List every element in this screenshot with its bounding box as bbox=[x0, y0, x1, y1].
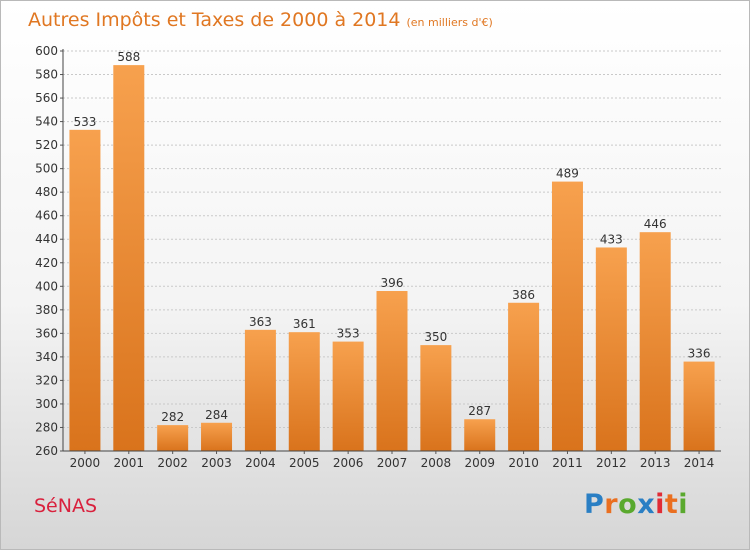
bar bbox=[113, 65, 145, 451]
logo-letter: i bbox=[678, 489, 689, 520]
data-label: 588 bbox=[117, 50, 140, 64]
data-label: 353 bbox=[337, 327, 360, 341]
x-tick-label: 2006 bbox=[333, 456, 364, 470]
bar bbox=[508, 302, 540, 451]
x-tick-label: 2005 bbox=[289, 456, 320, 470]
x-tick-label: 2001 bbox=[114, 456, 145, 470]
bar bbox=[69, 129, 101, 451]
x-tick-label: 2003 bbox=[201, 456, 232, 470]
y-tick-label: 280 bbox=[35, 420, 58, 434]
logo-letter: i bbox=[655, 489, 665, 520]
x-tick-label: 2000 bbox=[70, 456, 101, 470]
y-tick-label: 580 bbox=[35, 68, 58, 82]
data-label: 350 bbox=[424, 330, 447, 344]
y-tick-label: 400 bbox=[35, 279, 58, 293]
y-tick-label: 260 bbox=[35, 444, 58, 458]
bars: 533 588 282 284 363 361 353 396 350 287 386 489 433 4… bbox=[69, 50, 715, 451]
x-tick-label: 2014 bbox=[684, 456, 715, 470]
data-label: 287 bbox=[468, 404, 491, 418]
logo-letter: r bbox=[604, 489, 619, 520]
data-label: 489 bbox=[556, 167, 579, 181]
y-tick-label: 340 bbox=[35, 350, 58, 364]
data-label: 363 bbox=[249, 315, 272, 329]
proxiti-logo[interactable]: Proxiti bbox=[584, 489, 688, 520]
town-name: SéNAS bbox=[34, 495, 98, 517]
y-tick-label: 480 bbox=[35, 185, 58, 199]
y-tick-label: 500 bbox=[35, 162, 58, 176]
data-label: 386 bbox=[512, 288, 535, 302]
y-tick-label: 600 bbox=[35, 44, 58, 58]
y-tick-label: 300 bbox=[35, 397, 58, 411]
x-tick-label: 2011 bbox=[552, 456, 583, 470]
data-label: 433 bbox=[600, 232, 623, 246]
x-tick-label: 2013 bbox=[640, 456, 671, 470]
data-label: 396 bbox=[381, 276, 404, 290]
unit-label: (en milliers d'€) bbox=[406, 16, 493, 29]
x-tick-label: 2004 bbox=[245, 456, 276, 470]
y-tick-label: 420 bbox=[35, 256, 58, 270]
axes: 260 280 300 320 340 360 380 400 420 440 460 480 500 5… bbox=[35, 44, 721, 470]
chart-title: Autres Impôts et Taxes de 2000 à 2014 (en… bbox=[28, 9, 493, 31]
bar bbox=[551, 181, 583, 451]
bar bbox=[201, 422, 233, 451]
x-tick-label: 2007 bbox=[377, 456, 408, 470]
bar bbox=[332, 341, 364, 451]
logo-letter: t bbox=[664, 489, 679, 520]
y-tick-label: 560 bbox=[35, 91, 58, 105]
x-tick-label: 2012 bbox=[596, 456, 627, 470]
x-tick-label: 2009 bbox=[464, 456, 495, 470]
data-label: 284 bbox=[205, 408, 228, 422]
bar bbox=[157, 425, 189, 451]
logo-letter: P bbox=[584, 489, 605, 520]
y-tick-label: 360 bbox=[35, 326, 58, 340]
bar bbox=[288, 332, 320, 451]
y-tick-label: 380 bbox=[35, 303, 58, 317]
bar bbox=[420, 345, 452, 451]
x-tick-label: 2008 bbox=[421, 456, 452, 470]
bar bbox=[683, 361, 715, 451]
data-label: 282 bbox=[161, 410, 184, 424]
bar bbox=[464, 419, 496, 451]
x-tick-label: 2002 bbox=[157, 456, 188, 470]
bar bbox=[244, 329, 276, 451]
logo-letter: o bbox=[618, 489, 638, 520]
y-tick-label: 320 bbox=[35, 373, 58, 387]
data-label: 336 bbox=[688, 347, 711, 361]
y-tick-label: 460 bbox=[35, 209, 58, 223]
x-tick-label: 2010 bbox=[508, 456, 539, 470]
title-text: Autres Impôts et Taxes de 2000 à 2014 bbox=[28, 9, 401, 31]
data-label: 361 bbox=[293, 317, 316, 331]
bar bbox=[595, 247, 627, 451]
data-label: 533 bbox=[73, 115, 96, 129]
y-tick-label: 440 bbox=[35, 232, 58, 246]
logo-letter: x bbox=[637, 489, 656, 520]
y-tick-label: 520 bbox=[35, 138, 58, 152]
bar bbox=[376, 291, 408, 451]
data-label: 446 bbox=[644, 217, 667, 231]
bar bbox=[639, 232, 671, 451]
y-tick-label: 540 bbox=[35, 115, 58, 129]
